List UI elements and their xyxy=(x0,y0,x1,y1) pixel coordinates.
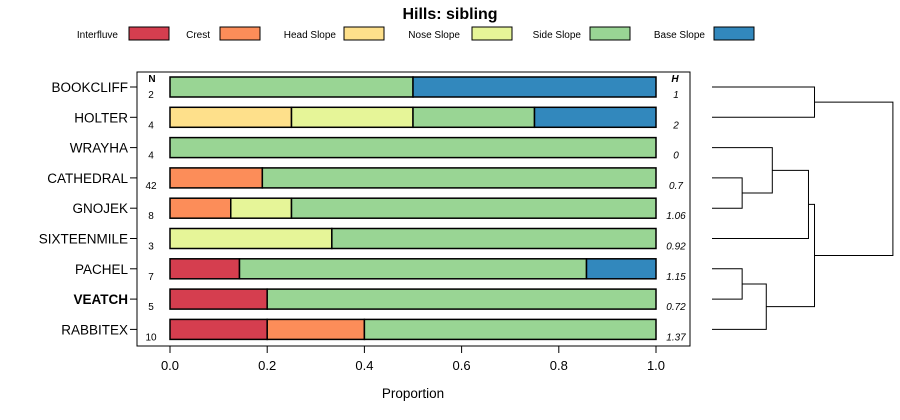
n-value: 2 xyxy=(148,90,154,101)
legend-label: Interfluve xyxy=(77,30,119,41)
row-label: PACHEL xyxy=(75,262,129,277)
legend-swatch xyxy=(219,26,261,41)
bar-row: PACHEL 7 1.15 xyxy=(75,258,686,283)
bar-row: BOOKCLIFF 2 1 xyxy=(51,76,679,101)
plot-panel xyxy=(136,71,691,347)
chart-title: Hills: sibling xyxy=(402,6,497,23)
bar-segment xyxy=(266,288,657,310)
n-value: 5 xyxy=(148,302,154,313)
bar-segment xyxy=(169,288,268,310)
legend-label: Base Slope xyxy=(654,30,706,41)
legend-swatch xyxy=(589,26,631,41)
bar-row: RABBITEX 10 1.37 xyxy=(61,318,686,343)
bar-segment xyxy=(261,167,657,189)
h-value: 1.15 xyxy=(666,272,686,283)
legend: Interfluve Crest Head Slope Nose Slope Side … xyxy=(77,26,755,41)
n-value: 4 xyxy=(148,151,154,162)
x-tick-label: 0.6 xyxy=(453,358,471,373)
n-value: 7 xyxy=(148,272,154,283)
bar-segment xyxy=(363,318,657,341)
h-value: 1.37 xyxy=(666,332,686,343)
dendrogram-branch xyxy=(712,283,767,330)
dendrogram-branch xyxy=(712,86,816,118)
bar-segment xyxy=(266,318,366,341)
bar-row: SIXTEENMILE 3 0.92 xyxy=(39,227,686,253)
h-value: 0.92 xyxy=(666,242,686,253)
row-label: CATHEDRAL xyxy=(47,171,128,186)
bar-segment xyxy=(290,106,414,129)
bar-row: CATHEDRAL 42 0.7 xyxy=(47,167,683,192)
h-value: 0.72 xyxy=(666,302,686,313)
n-column-header: N xyxy=(148,74,155,85)
h-value: 1 xyxy=(673,90,679,101)
dendrogram-branch xyxy=(712,169,809,239)
dendrogram-branch xyxy=(814,101,894,257)
bar-segment xyxy=(169,167,264,189)
bar-segment xyxy=(238,258,588,280)
legend-swatch xyxy=(343,26,385,41)
legend-label: Head Slope xyxy=(284,30,337,41)
row-label: VEATCH xyxy=(73,292,128,307)
h-value: 0 xyxy=(673,151,679,162)
bar-row: GNOJEK 8 1.06 xyxy=(72,197,686,222)
legend-swatch xyxy=(471,26,513,41)
x-axis: 0.0 0.2 0.4 0.6 0.8 1.0 xyxy=(161,346,665,373)
row-label: BOOKCLIFF xyxy=(51,80,128,95)
h-value: 0.7 xyxy=(669,181,683,192)
x-axis-title: Proportion xyxy=(382,386,444,401)
dendrogram-branch xyxy=(712,177,743,209)
n-value: 8 xyxy=(148,211,154,222)
dendrogram xyxy=(712,86,894,330)
x-tick-label: 0.8 xyxy=(550,358,568,373)
bar-segment xyxy=(230,197,293,219)
bar-segment xyxy=(585,258,657,280)
row-label: GNOJEK xyxy=(72,201,128,216)
dendrogram-branch xyxy=(712,268,743,300)
legend-label: Side Slope xyxy=(533,30,582,41)
x-tick-label: 0.0 xyxy=(161,358,179,373)
h-value: 2 xyxy=(672,120,679,131)
bar-segment xyxy=(169,227,333,250)
bar-row: VEATCH 5 0.72 xyxy=(73,288,686,313)
bar-segment xyxy=(533,106,657,129)
bar-segment xyxy=(169,106,293,129)
n-value: 4 xyxy=(148,120,154,131)
row-label: RABBITEX xyxy=(61,322,128,337)
bar-segment xyxy=(412,76,657,98)
n-value: 42 xyxy=(145,181,157,192)
bar-segment xyxy=(331,227,657,250)
row-label: SIXTEENMILE xyxy=(39,232,128,247)
n-value: 3 xyxy=(148,242,154,253)
h-column-header: H xyxy=(671,74,679,85)
bar-segment xyxy=(169,258,241,280)
legend-label: Nose Slope xyxy=(408,30,460,41)
bar-row: HOLTER 4 2 xyxy=(74,106,679,131)
bar-row: WRAYHA 4 0 xyxy=(70,136,679,162)
legend-swatch xyxy=(128,26,170,41)
legend-label: Crest xyxy=(186,30,210,41)
bar-segment xyxy=(169,318,268,341)
row-label: WRAYHA xyxy=(70,141,128,156)
bar-segment xyxy=(290,197,657,219)
n-value: 10 xyxy=(145,332,157,343)
x-tick-label: 1.0 xyxy=(647,358,665,373)
legend-swatch xyxy=(713,26,755,41)
x-tick-label: 0.4 xyxy=(355,358,373,373)
x-tick-label: 0.2 xyxy=(258,358,276,373)
bar-segment xyxy=(169,76,414,98)
bar-segment xyxy=(169,136,657,159)
h-value: 1.06 xyxy=(666,211,686,222)
dendrogram-branch xyxy=(766,203,816,308)
bar-segment xyxy=(169,197,232,219)
row-label: HOLTER xyxy=(74,110,128,125)
bar-segment xyxy=(412,106,536,129)
